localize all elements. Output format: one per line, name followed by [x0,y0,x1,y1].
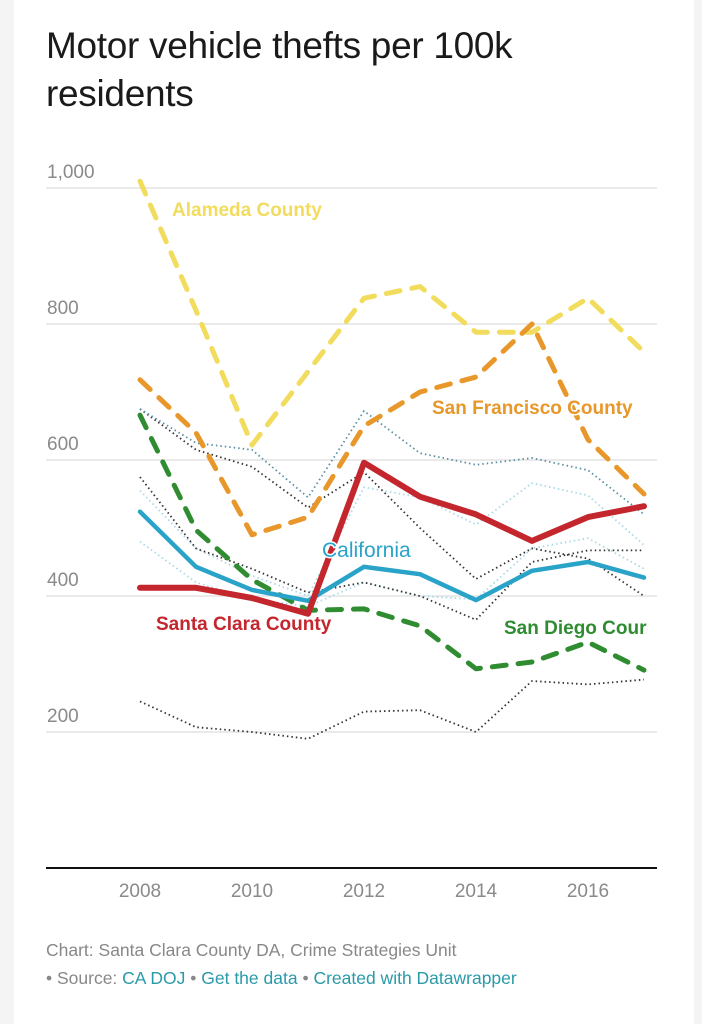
series-label: San Francisco County [432,398,633,419]
series-line-california [137,509,647,604]
series-line-other-county-dark-1 [139,678,645,740]
series-label: Santa Clara County [156,614,332,635]
x-tick-label: 2016 [567,881,609,902]
series-label: San Diego Cour [504,618,647,639]
x-tick-label: 2014 [455,881,498,902]
series-line-other-county-blue-1 [139,408,645,516]
y-tick-label: 200 [47,706,79,727]
x-axis-ticks: 2008 2010 2012 2014 2016 [119,881,609,902]
series-lines [137,178,647,740]
x-tick-label: 2010 [231,881,273,902]
y-tick-label: 600 [47,434,79,455]
series-labels: Alameda County San Francisco County San Di… [155,199,649,641]
y-tick-label: 1,000 [47,162,95,183]
y-tick-label: 800 [47,298,79,319]
get-data-link[interactable]: Get the data [201,968,298,988]
series-line-other-county-dark-3 [139,408,645,597]
series-line-san-diego-county [137,412,647,673]
y-axis-ticks: 200 400 600 800 1,000 [47,162,95,727]
chart-title: Motor vehicle thefts per 100k residents [46,25,513,114]
source-line: • Source: CA DOJ • Get the data • Create… [46,964,686,992]
separator: • [297,968,314,988]
separator: • [185,968,202,988]
series-line-other-county-dark-2 [139,476,644,621]
chart-footer: Chart: Santa Clara County DA, Crime Stra… [46,936,686,992]
datawrapper-link[interactable]: Created with Datawrapper [313,968,517,988]
series-label: Alameda County [172,200,322,221]
series-label: California [322,539,411,562]
line-chart: 200 400 600 800 1,000 2008 2010 2012 2014 2016 A… [46,162,657,902]
gridlines [46,187,657,869]
source-link[interactable]: CA DOJ [122,968,186,988]
y-tick-label: 400 [47,570,79,591]
series-line-alameda-county [137,178,647,448]
chart-credit: Chart: Santa Clara County DA, Crime Stra… [46,940,457,960]
x-tick-label: 2012 [343,881,385,902]
series-line-santa-clara-county [137,459,647,617]
chart-card [14,0,694,1024]
series-line-san-francisco-county [137,321,647,538]
source-prefix: • Source: [46,968,123,988]
x-tick-label: 2008 [119,881,161,902]
